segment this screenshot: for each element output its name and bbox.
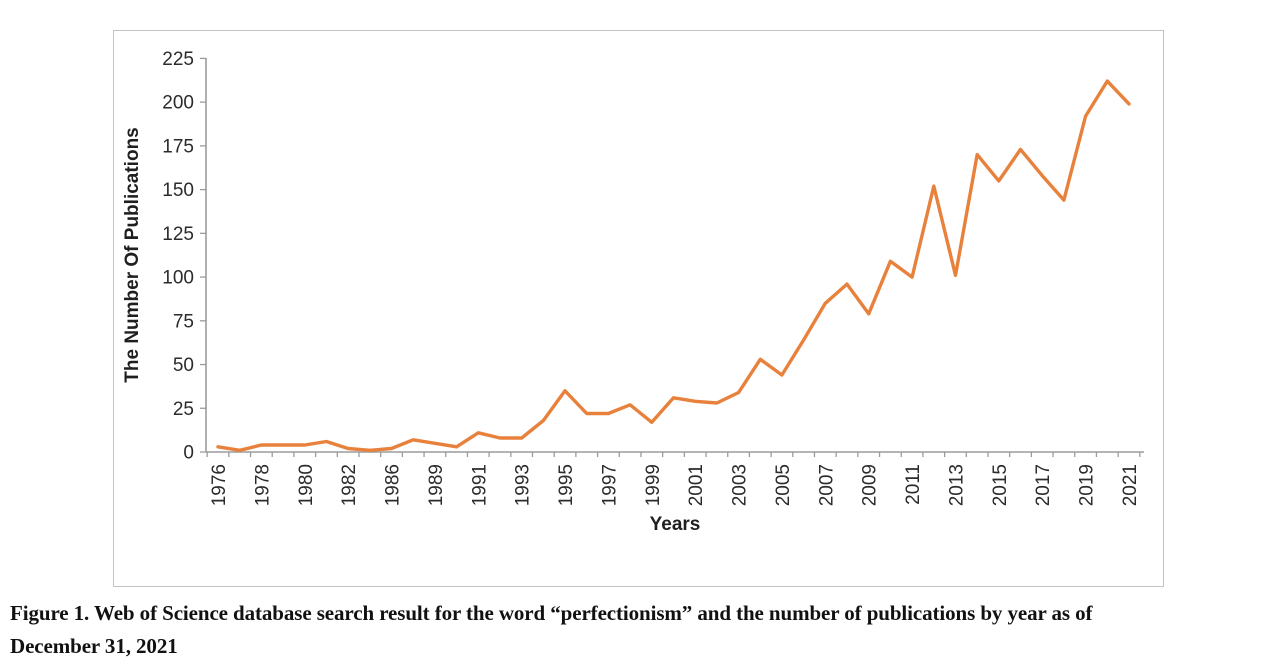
- y-tick-label: 175: [162, 136, 194, 157]
- x-tick-label: 2007: [816, 464, 837, 506]
- x-tick-label: 2009: [860, 464, 881, 506]
- x-tick-label: 2003: [730, 464, 751, 506]
- x-tick-label: 2013: [946, 464, 967, 506]
- x-tick-label: 2005: [773, 464, 794, 506]
- x-tick-label: 1986: [383, 464, 404, 506]
- publications-series-line: [216, 79, 1131, 452]
- x-tick-label: 2015: [990, 464, 1011, 506]
- x-tick-label: 1995: [556, 464, 577, 506]
- y-tick-label: 75: [173, 311, 194, 332]
- y-tick-label: 50: [173, 355, 194, 376]
- x-tick-label: 1976: [209, 464, 230, 506]
- y-tick-label: 25: [173, 399, 194, 420]
- figure-caption: Figure 1. Web of Science database search…: [10, 597, 1272, 663]
- x-tick-label: 1999: [643, 464, 664, 506]
- x-tick-label: 1980: [296, 464, 317, 506]
- figure-panel: 0 25 50 75 100 125 150 175 200 225 1976 1978 1980 198…: [113, 30, 1164, 587]
- figure-caption-line-1: Figure 1. Web of Science database search…: [10, 601, 1093, 625]
- x-tick-label: 2011: [903, 464, 924, 505]
- x-tick-label: 1982: [339, 464, 360, 506]
- y-tick-label: 0: [183, 443, 194, 464]
- y-tick-label: 125: [162, 224, 194, 245]
- x-axis-title: Years: [650, 514, 701, 535]
- x-tick-label: 2019: [1077, 464, 1098, 506]
- x-tick-label: 2021: [1120, 464, 1141, 506]
- figure-caption-line-2: December 31, 2021: [10, 634, 178, 658]
- x-tick-label: 1991: [469, 464, 490, 506]
- x-tick-label: 2001: [686, 464, 707, 506]
- x-tick-label: 1993: [513, 464, 534, 506]
- y-tick-label: 200: [162, 93, 194, 114]
- x-tick-label: 2017: [1033, 464, 1054, 506]
- x-tick-label: 1997: [599, 464, 620, 506]
- y-tick-label: 100: [162, 268, 194, 289]
- x-tick-label: 1989: [426, 464, 447, 506]
- publications-line-chart: 0 25 50 75 100 125 150 175 200 225 1976 1978 1980 198…: [114, 31, 1163, 586]
- y-tick-label: 225: [162, 49, 194, 70]
- x-tick-label: 1978: [252, 464, 273, 506]
- y-tick-label: 150: [162, 180, 194, 201]
- line-chart-svg: 0 25 50 75 100 125 150 175 200 225 1976 1978 1980 198…: [122, 49, 1144, 535]
- y-axis-title: The Number Of Publications: [122, 127, 143, 382]
